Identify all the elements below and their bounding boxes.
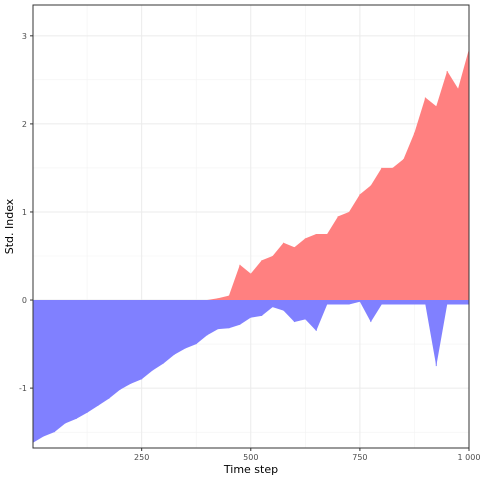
y-axis-title: Std. Index xyxy=(3,198,16,254)
x-axis-title: Time step xyxy=(223,463,278,476)
y-tick-label: -1 xyxy=(19,384,27,393)
y-tick-label: 0 xyxy=(22,296,27,305)
x-tick-label: 750 xyxy=(352,453,367,462)
x-tick-label: 500 xyxy=(243,453,258,462)
y-tick-label: 3 xyxy=(22,32,27,41)
y-tick-label: 2 xyxy=(22,120,27,129)
y-tick-label: 1 xyxy=(22,208,27,217)
x-tick-label: 250 xyxy=(134,453,149,462)
x-tick-label: 1 000 xyxy=(458,453,480,462)
